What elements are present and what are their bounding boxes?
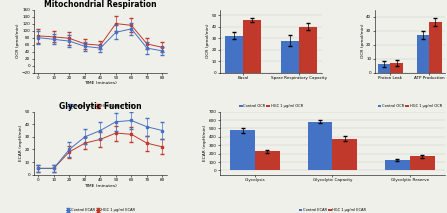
Y-axis label: OCR (pmol/min): OCR (pmol/min) [361, 24, 365, 58]
Bar [230, 130, 255, 170]
Bar [378, 64, 390, 73]
X-axis label: TIME (minutes): TIME (minutes) [84, 184, 117, 187]
Bar [299, 27, 317, 73]
Bar [385, 160, 410, 170]
Legend: Control OCR, HGC 1 μg/ml OCR: Control OCR, HGC 1 μg/ml OCR [66, 103, 135, 110]
Bar [410, 156, 434, 170]
Title: Glycolytic Function: Glycolytic Function [59, 102, 142, 111]
Bar [308, 122, 333, 170]
Y-axis label: ECAR (mpH/min): ECAR (mpH/min) [19, 125, 23, 161]
Bar [417, 35, 429, 73]
Bar [243, 20, 261, 73]
Y-axis label: OCR (pmol/min): OCR (pmol/min) [206, 24, 210, 58]
Bar [333, 138, 357, 170]
Bar [281, 40, 299, 73]
Bar [225, 36, 243, 73]
Legend: Control ECAR, HGC 1 μg/ml ECAR: Control ECAR, HGC 1 μg/ml ECAR [64, 207, 136, 213]
Legend: Control OCR, HGC 1 μg/ml OCR: Control OCR, HGC 1 μg/ml OCR [237, 103, 304, 110]
Y-axis label: OCR (pmol/min): OCR (pmol/min) [16, 24, 20, 58]
Title: Mitochondrial Respiration: Mitochondrial Respiration [44, 0, 156, 9]
Y-axis label: ECAR (mpH/min): ECAR (mpH/min) [203, 125, 207, 161]
Bar [429, 22, 442, 73]
Bar [255, 151, 280, 170]
X-axis label: TIME (minutes): TIME (minutes) [84, 81, 117, 85]
Legend: Control OCR, HGC 1 μg/ml OCR: Control OCR, HGC 1 μg/ml OCR [376, 103, 443, 110]
Bar [390, 63, 403, 73]
Legend: Control ECAR, HGC 1 μg/ml ECAR: Control ECAR, HGC 1 μg/ml ECAR [297, 207, 368, 213]
